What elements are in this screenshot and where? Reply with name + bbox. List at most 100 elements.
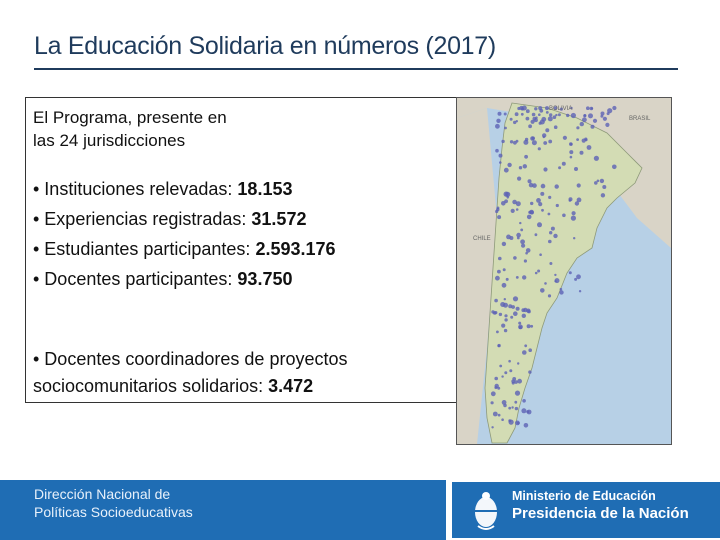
map-dot <box>497 269 501 274</box>
map-dot <box>531 136 535 140</box>
map-dot <box>495 148 499 153</box>
map-dot <box>501 139 505 144</box>
map-dot <box>534 233 538 237</box>
map-dot <box>515 201 521 207</box>
map-dot <box>525 116 530 121</box>
neighbor-countries <box>457 98 671 248</box>
map-dot <box>490 391 496 397</box>
map-dot <box>548 139 553 144</box>
map-dot <box>498 256 502 261</box>
map-dot <box>545 106 549 111</box>
map-dot <box>496 206 500 210</box>
map-dot <box>553 106 558 110</box>
map-dot <box>576 274 581 280</box>
map-dot <box>511 406 514 409</box>
map-dot <box>509 140 514 144</box>
map-dot <box>539 108 544 113</box>
intro-line-1: El Programa, presente en <box>33 108 227 127</box>
map-dot <box>526 410 530 414</box>
map-dot <box>513 311 518 316</box>
map-dot <box>541 208 544 212</box>
map-dot <box>503 328 508 333</box>
map-dot <box>600 111 605 116</box>
map-dot <box>522 350 527 355</box>
map-dot <box>570 112 576 119</box>
map-dot <box>594 181 598 185</box>
map-dot <box>501 400 507 405</box>
map-dot <box>494 298 498 303</box>
map-dot <box>531 112 536 117</box>
map-dot <box>492 411 498 417</box>
footer-left-bar: Dirección Nacional de Políticas Socioedu… <box>0 480 446 540</box>
map-dot <box>517 421 520 425</box>
map-dot <box>495 275 500 281</box>
map-dot <box>602 185 607 189</box>
map-dot <box>509 369 513 373</box>
map-dot <box>534 271 538 275</box>
intro-text: El Programa, presente en las 24 jurisdic… <box>33 106 227 152</box>
map-dot <box>497 343 501 348</box>
map-dot <box>525 251 528 255</box>
map-dot <box>504 371 508 375</box>
map-dot <box>559 107 563 111</box>
map-dot <box>553 233 558 239</box>
map-dot <box>555 113 558 117</box>
map-dot <box>511 305 515 309</box>
map-dot <box>494 376 498 381</box>
map-dot <box>515 276 519 279</box>
map-dot <box>532 183 537 188</box>
map-dot <box>571 211 576 216</box>
map-dot <box>513 120 517 125</box>
map-dot <box>607 108 613 114</box>
map-dot <box>605 122 610 127</box>
map-dot <box>526 214 532 220</box>
map-dot <box>554 273 557 277</box>
map-dot <box>540 288 545 293</box>
stat-value: 2.593.176 <box>255 239 336 259</box>
map-dot <box>497 215 502 220</box>
bolivia-label: BOLIVIA <box>549 106 572 112</box>
map-dot <box>590 124 595 129</box>
map-dot <box>552 115 557 119</box>
map-dot <box>558 166 562 170</box>
map-dot <box>521 408 527 414</box>
footer-right-bar: Ministerio de Educación Presidencia de l… <box>446 480 720 540</box>
map-dot <box>512 199 517 205</box>
map-dot <box>537 269 541 273</box>
map-dot <box>501 375 504 378</box>
map-dot <box>511 381 515 385</box>
map-dot <box>543 141 548 145</box>
map-dot <box>494 383 499 389</box>
map-dot <box>562 213 566 218</box>
map-dot <box>559 287 563 291</box>
map-dot <box>508 359 511 363</box>
map-dot <box>515 306 520 311</box>
map-dot <box>514 406 519 411</box>
map-dot <box>543 167 548 172</box>
stat-value: 93.750 <box>237 269 293 289</box>
map-dot <box>574 277 578 281</box>
map-dot <box>574 201 580 206</box>
map-dot <box>510 208 515 213</box>
map-dot <box>490 401 494 405</box>
map-dot <box>525 109 530 114</box>
map-dot <box>524 154 528 159</box>
map-dot <box>513 256 517 260</box>
map-dot <box>599 178 605 184</box>
map-dot <box>514 390 521 396</box>
map-dot <box>520 112 524 116</box>
map-dot <box>582 117 587 123</box>
map-dot <box>554 278 560 284</box>
map-dot <box>503 298 506 301</box>
map-dot <box>501 241 507 247</box>
map-dot <box>530 201 534 206</box>
stat-value: 18.153 <box>237 179 293 199</box>
map-dot <box>573 237 576 240</box>
stat-item-estudiantes: • Estudiantes participantes: 2.593.176 <box>33 239 336 259</box>
map-dot <box>593 155 599 161</box>
map-dot <box>586 145 592 150</box>
map-dot <box>538 113 541 116</box>
map-dot <box>509 117 513 121</box>
presidencia-label: Presidencia de la Nación <box>512 505 689 522</box>
map-dot <box>548 239 552 244</box>
